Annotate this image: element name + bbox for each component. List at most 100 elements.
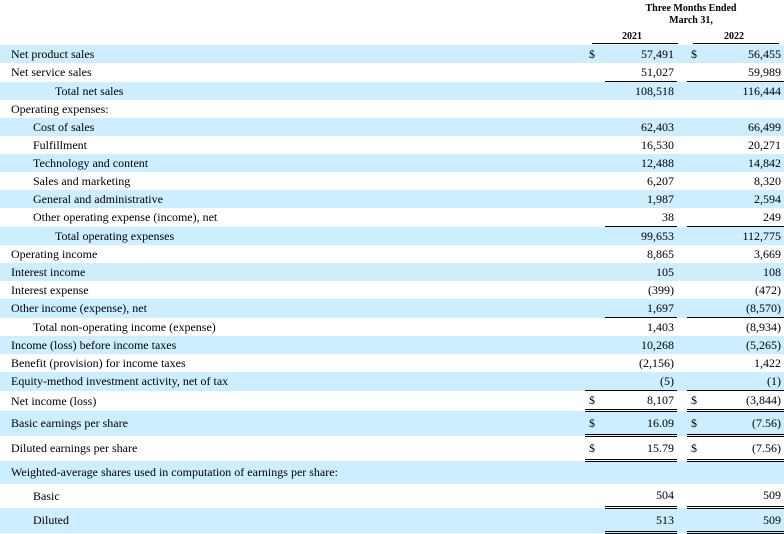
value-2021: 6,207 <box>647 174 674 188</box>
value-2022: 14,842 <box>707 154 784 172</box>
row-label: Diluted <box>0 507 585 533</box>
value-2021: 15.79 <box>605 435 677 462</box>
table-row: Fulfillment 16,530 20,271 <box>0 136 784 154</box>
value-2022: (7.56) <box>707 435 784 462</box>
value-2022: 112,775 <box>707 226 784 245</box>
table-row: Other income (expense), net 1,697 (8,570… <box>0 299 784 318</box>
value-2021: (2,156) <box>639 356 674 370</box>
value-2021: 51,027 <box>641 65 674 79</box>
period-header-line2: March 31, <box>669 15 713 26</box>
value-2022: 108 <box>707 263 784 281</box>
value-2022: (3,844) <box>707 390 784 412</box>
row-label: Weighted-average shares used in computat… <box>0 460 585 484</box>
value-2021: 108,518 <box>605 81 677 100</box>
table-row: Sales and marketing 6,207 8,320 <box>0 172 784 190</box>
value-2021: 513 <box>605 507 677 534</box>
value-2021: 16,530 <box>641 138 674 152</box>
table-row: Basic 504 509 <box>0 484 784 509</box>
table-row: Basic earnings per share $ 16.09 $ (7.56… <box>0 410 784 437</box>
value-2022: (8,934) <box>707 317 784 336</box>
currency-symbol: $ <box>687 435 707 462</box>
value-2022: 59,989 <box>748 65 781 79</box>
row-label: Equity-method investment activity, net o… <box>0 372 585 391</box>
row-label: General and administrative <box>0 190 585 208</box>
value-2021: 57,491 <box>605 45 677 63</box>
currency-symbol: $ <box>687 410 707 437</box>
year-header-2021: 2021 <box>622 31 642 42</box>
table-row: Cost of sales 62,403 66,499 <box>0 118 784 136</box>
year-underline-2021 <box>592 43 678 44</box>
value-2022: 509 <box>707 507 784 534</box>
row-label: Income (loss) before income taxes <box>0 336 585 354</box>
value-2022: 2,594 <box>707 190 784 208</box>
income-statement-table: Net product sales $ 57,491 $ 56,455 Net … <box>0 45 784 534</box>
row-label: Operating income <box>11 247 98 261</box>
row-label: Operating expenses: <box>11 102 109 116</box>
row-label: Basic earnings per share <box>0 410 585 436</box>
table-row: Interest income 105 108 <box>0 263 784 281</box>
row-label: Interest expense <box>11 283 89 297</box>
table-row: Technology and content 12,488 14,842 <box>0 154 784 172</box>
row-label: Other income (expense), net <box>0 299 585 318</box>
row-label: Sales and marketing <box>33 174 131 188</box>
row-label: Interest income <box>0 263 585 281</box>
value-2022: 1,422 <box>754 356 781 370</box>
value-2021: 10,268 <box>605 336 677 354</box>
currency-symbol: $ <box>585 390 605 412</box>
currency-symbol: $ <box>585 410 605 437</box>
table-row: Diluted 513 509 <box>0 507 784 534</box>
row-label: Benefit (provision) for income taxes <box>11 356 186 370</box>
value-2021: 62,403 <box>605 118 677 136</box>
row-label: Fulfillment <box>33 138 87 152</box>
currency-symbol: $ <box>585 45 605 63</box>
value-2022: (1) <box>707 372 784 391</box>
value-2022: 56,455 <box>707 45 784 63</box>
value-2021: 12,488 <box>605 154 677 172</box>
table-row: Equity-method investment activity, net o… <box>0 372 784 391</box>
currency-symbol: $ <box>687 45 707 63</box>
row-label: Total non-operating income (expense) <box>33 319 216 334</box>
value-2021: 105 <box>605 263 677 281</box>
table-row: Weighted-average shares used in computat… <box>0 460 784 484</box>
value-2021: 16.09 <box>605 410 677 437</box>
year-header-2022: 2022 <box>724 31 744 42</box>
table-row: Total non-operating income (expense) 1,4… <box>0 317 784 336</box>
row-label: Technology and content <box>0 154 585 172</box>
value-2021: 1,987 <box>605 190 677 208</box>
value-2022: 116,444 <box>707 81 784 100</box>
row-label: Other operating expense (income), net <box>33 210 218 225</box>
value-2022: 66,499 <box>707 118 784 136</box>
value-2022: 8,320 <box>754 174 781 188</box>
table-row: General and administrative 1,987 2,594 <box>0 190 784 208</box>
table-row: Income (loss) before income taxes 10,268… <box>0 336 784 354</box>
period-header-line1: Three Months Ended <box>645 3 737 14</box>
table-row: Interest expense (399) (472) <box>0 281 784 299</box>
table-row: Net product sales $ 57,491 $ 56,455 <box>0 45 784 63</box>
row-label: Net income (loss) <box>11 393 97 408</box>
value-2022: (8,570) <box>707 299 784 318</box>
table-row: Operating expenses: <box>0 100 784 118</box>
row-label: Total net sales <box>0 81 585 100</box>
value-2021: (5) <box>605 372 677 391</box>
table-row: Net income (loss) $ 8,107 $ (3,844) <box>0 390 784 412</box>
value-2022: (7.56) <box>707 410 784 437</box>
value-2021: 8,107 <box>605 390 677 412</box>
value-2022: (5,265) <box>707 336 784 354</box>
row-label: Diluted earnings per share <box>11 441 138 455</box>
value-2021: 8,865 <box>647 247 674 261</box>
table-row: Other operating expense (income), net 38… <box>0 208 784 227</box>
value-2021: 504 <box>605 484 677 509</box>
table-row: Net service sales 51,027 59,989 <box>0 63 784 82</box>
value-2021: 1,697 <box>605 299 677 318</box>
value-2021: (399) <box>648 283 674 297</box>
year-underline-2022 <box>693 43 779 44</box>
value-2022: (472) <box>755 283 781 297</box>
value-2022: 509 <box>707 484 784 509</box>
table-row: Total net sales 108,518 116,444 <box>0 81 784 100</box>
row-label: Cost of sales <box>0 118 585 136</box>
table-row: Total operating expenses 99,653 112,775 <box>0 226 784 245</box>
value-2021: 1,403 <box>605 317 677 336</box>
row-label: Total operating expenses <box>0 226 585 245</box>
value-2022: 249 <box>763 210 781 224</box>
value-2021: 99,653 <box>605 226 677 245</box>
